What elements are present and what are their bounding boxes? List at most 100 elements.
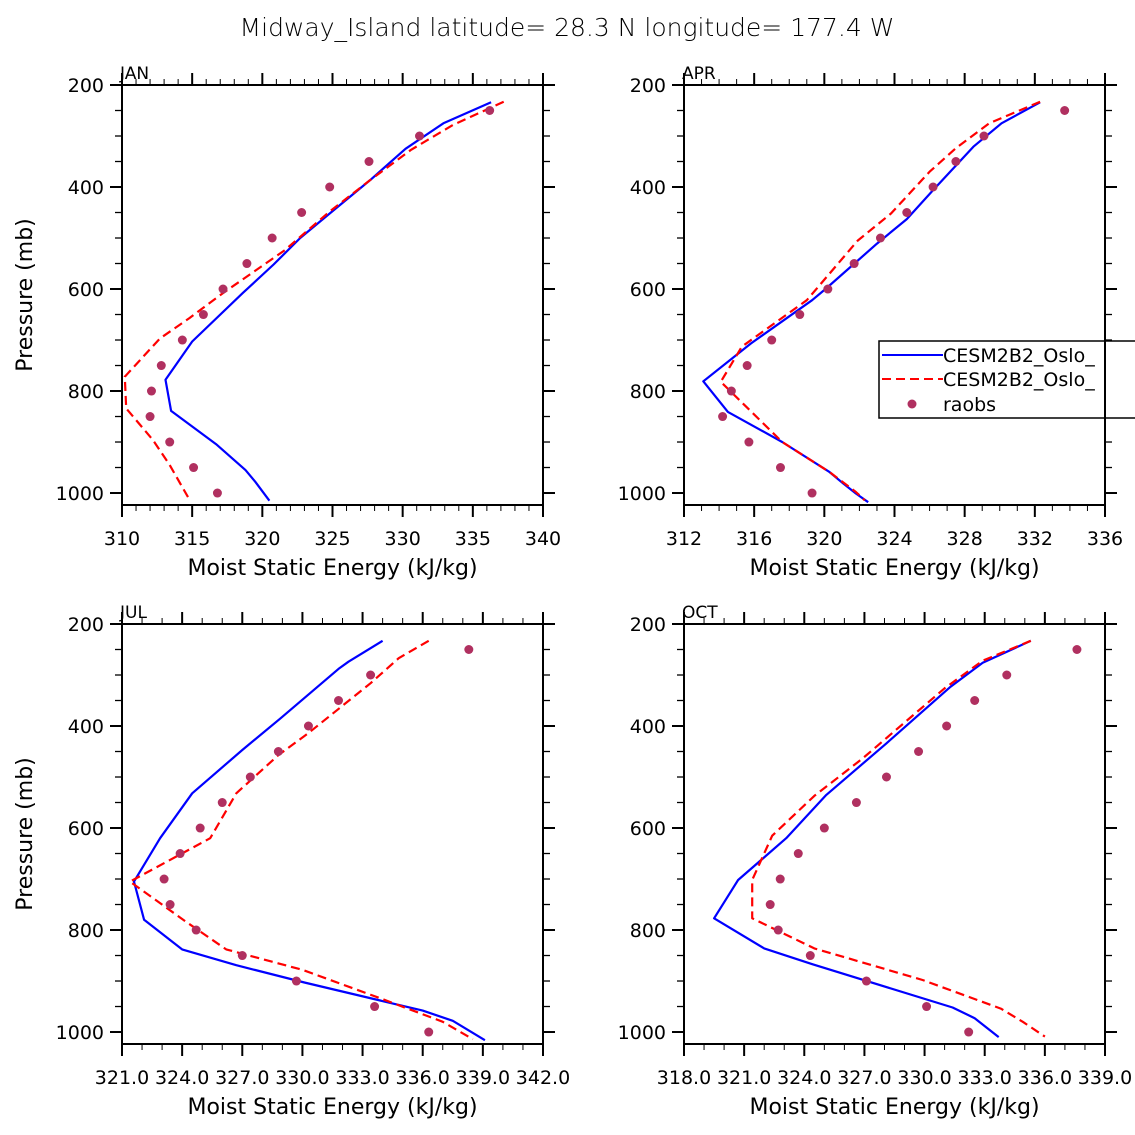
x-axis-label: Moist Static Energy (kJ/kg)	[749, 556, 1039, 581]
raobs-point	[902, 208, 912, 218]
x-tick-label: 324.0	[155, 1067, 209, 1089]
raobs-point	[744, 437, 754, 447]
raobs-point	[775, 874, 785, 884]
raobs-point	[849, 259, 859, 269]
raobs-point	[237, 951, 247, 961]
raobs-point	[291, 976, 301, 986]
raobs-point	[217, 798, 227, 808]
panel-jan: JAN 310 315 320 325 330 335 340 Moist Static Ene…	[13, 64, 561, 581]
x-tick-label: 339.0	[1078, 1067, 1132, 1089]
raobs-point	[767, 335, 777, 345]
raobs-point	[366, 670, 376, 680]
legend-label: raobs	[943, 394, 996, 416]
panel-title: OCT	[682, 603, 718, 623]
raobs-point	[242, 259, 252, 269]
raobs-point	[1002, 670, 1012, 680]
y-tick-label: 400	[68, 716, 104, 738]
y-tick-label: 600	[68, 279, 104, 301]
plot-frame	[683, 623, 1106, 1045]
raobs-point	[146, 386, 156, 396]
x-tick-label: 320	[806, 528, 842, 550]
x-tick-label: 325	[314, 528, 350, 550]
panel-apr: APR 312 316 320 324 328 332 336 Moist Static Ene…	[618, 64, 1123, 581]
x-tick-label: 330.0	[897, 1067, 951, 1089]
raobs-point	[793, 849, 803, 859]
x-tick-label: 312	[666, 528, 702, 550]
raobs-point	[175, 849, 185, 859]
model-line-solid	[713, 639, 1032, 1038]
raobs-point	[795, 310, 805, 320]
x-tick-label: 336.0	[1018, 1067, 1072, 1089]
raobs-point	[726, 386, 736, 396]
raobs-point	[823, 284, 833, 294]
panel-jul: JUL 321.0 324.0 327.0 330.0 333.0 336.0 339.0 34…	[13, 603, 570, 1120]
raobs-point	[851, 798, 861, 808]
legend-marker	[907, 399, 917, 409]
x-axis-label: Moist Static Energy (kJ/kg)	[187, 1095, 477, 1120]
raobs-point	[303, 721, 313, 731]
raobs-point	[198, 310, 208, 320]
legend-box	[878, 340, 1135, 419]
panel-oct: OCT 318.0 321.0 324.0 327.0 330.0 333.0 336.0 33…	[618, 603, 1133, 1120]
y-axis-label: Pressure (mb)	[13, 757, 38, 911]
y-tick-label: 400	[630, 716, 666, 738]
legend: CESM2B2_Oslo_CESM2B2_Oslo_raobs	[878, 330, 1135, 430]
x-tick-label: 336	[1087, 528, 1123, 550]
x-tick-label: 330	[385, 528, 421, 550]
plot-frame	[121, 623, 544, 1045]
y-tick-label: 1000	[618, 483, 666, 505]
model-line-dashed	[751, 639, 1046, 1038]
series-group	[702, 100, 1070, 504]
raobs-point	[1072, 645, 1082, 655]
raobs-point	[165, 900, 175, 910]
raobs-point	[861, 976, 871, 986]
raobs-point	[364, 157, 374, 167]
raobs-point	[297, 208, 307, 218]
x-tick-label: 316	[736, 528, 772, 550]
x-tick-label: 342.0	[516, 1067, 570, 1089]
model-line-dashed	[719, 100, 1041, 502]
y-tick-label: 200	[630, 75, 666, 97]
raobs-point	[267, 233, 277, 243]
x-tick-label: 332	[1017, 528, 1053, 550]
raobs-point	[1060, 106, 1070, 116]
raobs-point	[773, 925, 783, 935]
y-axis-label: Pressure (mb)	[13, 218, 38, 372]
raobs-point	[881, 772, 891, 782]
y-tick-label: 200	[68, 75, 104, 97]
y-tick-label: 1000	[56, 1022, 104, 1044]
raobs-point	[245, 772, 255, 782]
model-line-solid	[164, 101, 492, 502]
y-tick-label: 600	[630, 279, 666, 301]
series-group	[713, 639, 1082, 1038]
y-tick-label: 1000	[618, 1022, 666, 1044]
model-line-solid	[132, 639, 486, 1042]
raobs-point	[964, 1027, 974, 1037]
raobs-point	[951, 157, 961, 167]
x-tick-label: 330.0	[275, 1067, 329, 1089]
x-tick-label: 318.0	[657, 1067, 711, 1089]
raobs-point	[370, 1002, 380, 1012]
raobs-point	[191, 925, 201, 935]
raobs-point	[922, 1002, 932, 1012]
figure-title: Midway_Island latitude= 28.3 N longitude…	[240, 13, 895, 42]
raobs-point	[273, 747, 283, 757]
raobs-point	[415, 131, 425, 141]
x-tick-label: 315	[174, 528, 210, 550]
x-tick-label: 336.0	[396, 1067, 450, 1089]
raobs-point	[914, 747, 924, 757]
x-tick-label: 335	[455, 528, 491, 550]
raobs-point	[928, 182, 938, 192]
x-tick-label: 321.0	[717, 1067, 771, 1089]
raobs-point	[212, 488, 222, 498]
x-tick-label: 310	[104, 528, 140, 550]
x-axis-label: Moist Static Energy (kJ/kg)	[749, 1095, 1039, 1120]
x-axis-label: Moist Static Energy (kJ/kg)	[187, 556, 477, 581]
raobs-point	[189, 463, 199, 473]
x-tick-label: 321.0	[95, 1067, 149, 1089]
raobs-point	[464, 645, 474, 655]
model-line-dashed	[123, 100, 505, 498]
raobs-point	[875, 233, 885, 243]
y-tick-label: 400	[68, 177, 104, 199]
